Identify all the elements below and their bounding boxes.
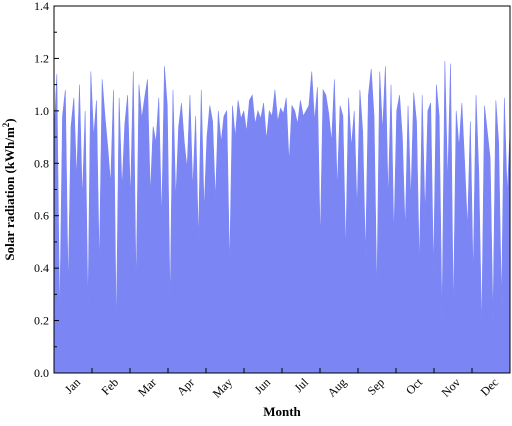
x-tick-label: Jan	[62, 375, 83, 396]
x-axis-title: Month	[263, 404, 301, 419]
y-tick-label: 0.6	[34, 209, 49, 223]
y-tick-label: 1.0	[34, 104, 49, 118]
y-tick-label: 0.0	[34, 366, 49, 380]
y-axis-title: Solar radiation (kWh/m2)	[1, 118, 17, 260]
y-tick-label: 0.8	[34, 156, 49, 170]
x-tick-label: Dec	[478, 375, 502, 399]
radiation-area-series	[53, 61, 511, 374]
y-tick-label: 0.2	[34, 314, 49, 328]
x-tick-label: Oct	[403, 375, 426, 398]
x-tick-label: Apr	[174, 375, 197, 398]
y-axis-title-superscript: 2	[1, 122, 11, 127]
y-tick-label: 1.4	[34, 0, 49, 13]
y-tick-label: 1.2	[34, 51, 49, 65]
y-axis-title-tail: )	[2, 118, 17, 122]
y-tick-label: 0.4	[34, 261, 49, 275]
x-tick-label: Aug	[325, 375, 350, 400]
x-tick-label: May	[210, 375, 235, 400]
y-axis-title-base: Solar radiation (kWh/m	[2, 127, 17, 261]
x-tick-label: Jun	[251, 375, 273, 397]
x-tick-label: Mar	[135, 375, 159, 399]
x-tick-label: Sep	[364, 375, 387, 398]
x-tick-label: Jul	[291, 375, 311, 395]
x-tick-label: Nov	[439, 375, 464, 400]
x-tick-label: Feb	[98, 375, 121, 398]
y-axis-ticks: 0.0 0.2 0.4 0.6 0.8 1.0 1.2 1.4	[34, 0, 59, 380]
radiation-area	[53, 61, 511, 374]
